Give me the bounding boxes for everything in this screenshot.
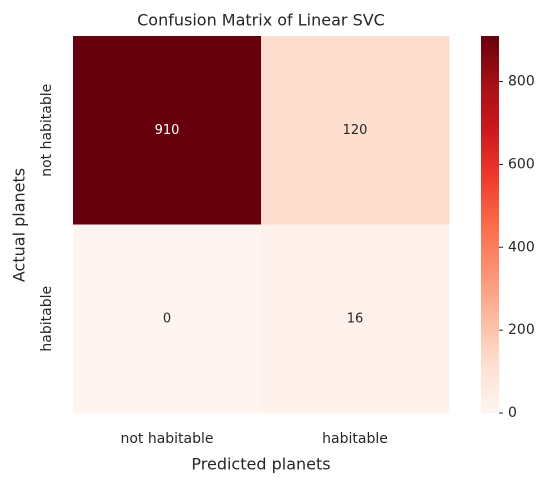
colorbar-tick-label: 0 [508, 405, 517, 421]
heatmap-cell [261, 224, 450, 414]
colorbar [481, 36, 499, 413]
x-tick-label: not habitable [120, 431, 213, 447]
chart-title: Confusion Matrix of Linear SVC [137, 11, 385, 30]
y-tick-label: habitable [39, 286, 55, 352]
heatmap-cell [73, 36, 262, 225]
colorbar-tick-label: 600 [508, 156, 535, 172]
colorbar-tick-label: 400 [508, 239, 535, 255]
colorbar-tick-label: 800 [508, 74, 535, 90]
heatmap-cell [73, 224, 262, 414]
x-tick-label: habitable [322, 431, 388, 447]
heatmap-cell [261, 36, 450, 225]
cell-label: 910 [155, 123, 180, 138]
cell-label: 0 [163, 311, 171, 326]
y-tick-label: not habitable [39, 84, 55, 177]
cell-label: 120 [343, 123, 368, 138]
cell-label: 16 [347, 311, 364, 326]
colorbar-tick-label: 200 [508, 322, 535, 338]
y-axis-label: Actual planets [10, 168, 29, 282]
x-axis-label: Predicted planets [191, 455, 330, 474]
